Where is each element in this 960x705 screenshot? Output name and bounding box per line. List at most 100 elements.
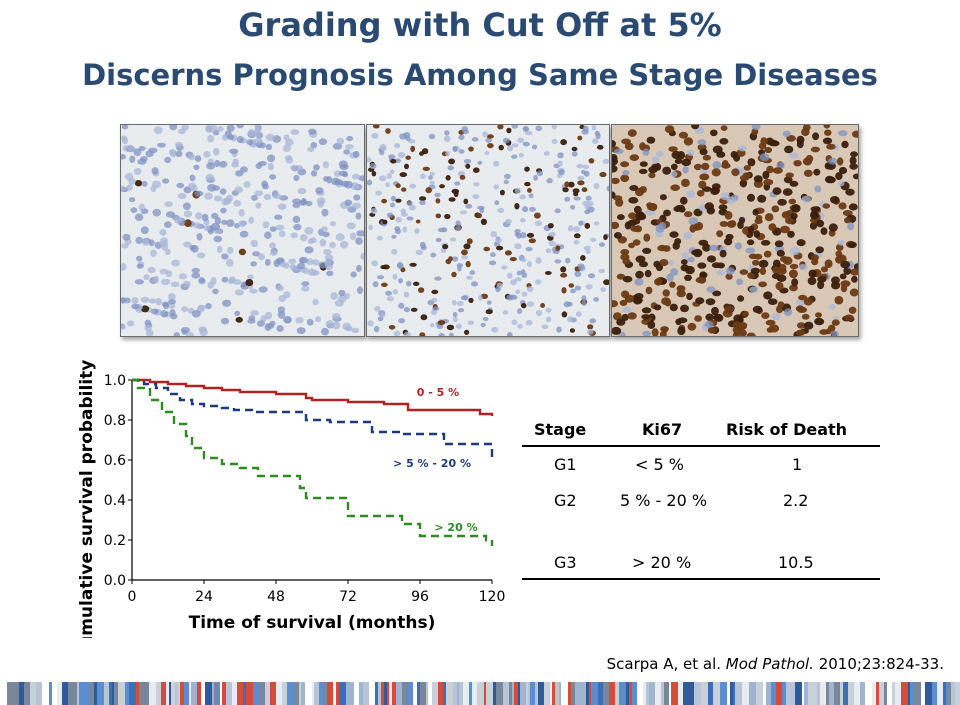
stained-nucleus bbox=[763, 291, 773, 300]
unstained-nucleus bbox=[300, 234, 308, 242]
unstained-nucleus bbox=[265, 311, 273, 320]
strip-segment bbox=[756, 682, 763, 705]
stained-nucleus bbox=[641, 314, 651, 320]
stained-nucleus bbox=[498, 144, 504, 151]
stained-nucleus bbox=[669, 231, 679, 238]
stained-nucleus bbox=[372, 125, 380, 129]
stained-nucleus bbox=[764, 213, 774, 222]
unstained-nucleus bbox=[570, 288, 576, 294]
stained-nucleus bbox=[811, 258, 819, 266]
strip-segment bbox=[83, 682, 90, 705]
unstained-nucleus bbox=[290, 232, 298, 239]
unstained-nucleus bbox=[522, 206, 529, 213]
unstained-nucleus bbox=[144, 319, 152, 327]
stained-nucleus bbox=[431, 289, 439, 295]
unstained-nucleus bbox=[583, 170, 590, 177]
stained-nucleus bbox=[675, 204, 685, 212]
unstained-nucleus bbox=[220, 207, 227, 214]
unstained-nucleus bbox=[458, 134, 465, 141]
stained-nucleus bbox=[824, 129, 832, 136]
unstained-nucleus bbox=[346, 222, 356, 230]
x-tick-label: 24 bbox=[195, 589, 213, 605]
unstained-nucleus bbox=[276, 325, 284, 332]
unstained-nucleus bbox=[352, 173, 360, 180]
strip-segment bbox=[384, 682, 387, 705]
strip-segment bbox=[840, 682, 843, 705]
stained-nucleus bbox=[577, 135, 583, 141]
unstained-nucleus bbox=[591, 125, 597, 131]
strip-segment bbox=[655, 682, 661, 705]
unstained-nucleus bbox=[168, 299, 176, 305]
mid-ki67-micrograph bbox=[366, 124, 610, 337]
stained-nucleus bbox=[760, 137, 768, 146]
unstained-nucleus bbox=[234, 289, 244, 296]
stained-nucleus bbox=[659, 259, 669, 267]
unstained-nucleus bbox=[248, 216, 255, 224]
y-tick-label: 0.6 bbox=[104, 453, 126, 469]
stained-nucleus bbox=[599, 171, 607, 178]
unstained-nucleus bbox=[321, 327, 329, 336]
unstained-nucleus bbox=[148, 298, 157, 304]
strip-segment bbox=[118, 682, 125, 705]
unstained-nucleus bbox=[493, 184, 500, 190]
stained-nucleus bbox=[836, 157, 844, 166]
strip-segment bbox=[36, 682, 42, 705]
unstained-nucleus bbox=[490, 231, 497, 238]
stained-nucleus bbox=[668, 146, 678, 152]
stained-nucleus bbox=[448, 256, 453, 262]
decorative-footer-strip bbox=[0, 682, 960, 705]
stained-nucleus bbox=[669, 281, 676, 288]
stained-nucleus bbox=[838, 166, 848, 175]
unstained-nucleus bbox=[682, 166, 689, 174]
unstained-nucleus bbox=[558, 169, 565, 176]
unstained-nucleus bbox=[828, 157, 838, 165]
stained-nucleus bbox=[245, 279, 254, 287]
stained-nucleus bbox=[817, 280, 825, 290]
stained-nucleus bbox=[766, 165, 774, 174]
unstained-nucleus bbox=[221, 219, 228, 225]
unstained-nucleus bbox=[255, 202, 262, 209]
unstained-nucleus bbox=[121, 125, 129, 130]
strip-segment bbox=[646, 682, 649, 705]
stained-nucleus bbox=[689, 224, 697, 233]
stained-nucleus bbox=[410, 307, 418, 312]
stained-nucleus bbox=[596, 144, 604, 150]
strip-segment bbox=[114, 682, 118, 705]
unstained-nucleus bbox=[511, 143, 519, 148]
unstained-nucleus bbox=[511, 154, 518, 159]
strip-segment bbox=[97, 682, 104, 705]
stained-nucleus bbox=[841, 140, 849, 149]
citation-journal: Mod Pathol. bbox=[725, 655, 814, 673]
table-cell-ki67-g1: < 5 % bbox=[635, 455, 684, 474]
unstained-nucleus bbox=[315, 187, 324, 194]
stained-nucleus bbox=[540, 303, 545, 308]
stained-nucleus bbox=[483, 246, 490, 252]
strip-segment bbox=[178, 682, 180, 705]
unstained-nucleus bbox=[329, 221, 337, 227]
stained-nucleus bbox=[612, 300, 618, 308]
unstained-nucleus bbox=[251, 194, 258, 201]
unstained-nucleus bbox=[668, 260, 675, 266]
strip-segment bbox=[413, 682, 417, 705]
stained-nucleus bbox=[822, 137, 833, 145]
unstained-nucleus bbox=[698, 204, 706, 212]
unstained-nucleus bbox=[168, 303, 176, 309]
stained-nucleus bbox=[560, 266, 567, 273]
unstained-nucleus bbox=[164, 248, 171, 256]
unstained-nucleus bbox=[386, 212, 394, 218]
stained-nucleus bbox=[797, 306, 808, 313]
unstained-nucleus bbox=[685, 190, 696, 198]
unstained-nucleus bbox=[600, 287, 606, 293]
strip-segment bbox=[733, 682, 735, 705]
stained-nucleus bbox=[639, 161, 648, 167]
unstained-nucleus bbox=[305, 200, 313, 207]
stained-nucleus bbox=[707, 327, 717, 334]
unstained-nucleus bbox=[193, 164, 200, 170]
unstained-nucleus bbox=[188, 182, 196, 190]
strip-segment bbox=[387, 682, 389, 705]
unstained-nucleus bbox=[258, 286, 268, 293]
stained-nucleus bbox=[560, 272, 568, 278]
unstained-nucleus bbox=[121, 135, 128, 141]
unstained-nucleus bbox=[367, 320, 374, 327]
stained-nucleus bbox=[661, 297, 671, 306]
